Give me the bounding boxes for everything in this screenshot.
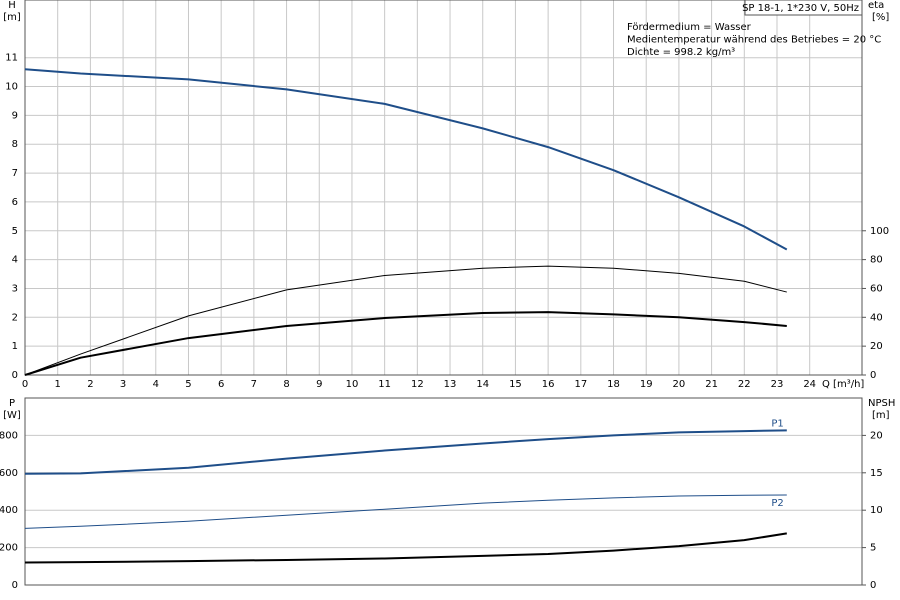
- x-tick-label: 21: [705, 379, 718, 390]
- y-tick-label: 800: [0, 430, 18, 441]
- x-tick-label: 18: [607, 379, 620, 390]
- annotation: Medientemperatur während des Betriebes =…: [627, 35, 881, 46]
- x-tick-label: 10: [346, 379, 359, 390]
- x-tick-label: 22: [738, 379, 751, 390]
- y-tick-label: 5: [12, 226, 18, 237]
- y-tick-label: 400: [0, 505, 18, 516]
- x-tick-label: 20: [673, 379, 686, 390]
- x-tick-label: 7: [251, 379, 257, 390]
- data-line: [24, 311, 787, 376]
- y2-tick-label: 15: [870, 468, 883, 479]
- y2-tick-label: 0: [870, 580, 876, 591]
- data-line: [24, 429, 787, 475]
- plot-frame: [24, 397, 863, 586]
- y2-axis-label: NPSH: [868, 398, 895, 409]
- y-axis-label: H: [8, 0, 16, 11]
- y-axis-label: P: [9, 398, 15, 409]
- x-tick-label: 13: [444, 379, 457, 390]
- x-tick-label: 4: [153, 379, 159, 390]
- x-tick-label: 1: [55, 379, 61, 390]
- plot-frame: [24, 0, 863, 376]
- y2-tick-label: 40: [870, 312, 883, 323]
- y-tick-label: 6: [12, 197, 18, 208]
- y-axis-unit: [W]: [3, 410, 21, 421]
- x-tick-label: 0: [22, 379, 28, 390]
- annotation: Fördermedium = Wasser: [627, 22, 752, 33]
- x-tick-label: 23: [771, 379, 784, 390]
- x-tick-label: 17: [574, 379, 587, 390]
- y2-tick-label: 80: [870, 255, 883, 266]
- y-tick-label: 10: [5, 82, 18, 93]
- x-tick-label: 12: [411, 379, 424, 390]
- x-tick-label: 16: [542, 379, 555, 390]
- y2-axis-unit: [m]: [872, 410, 890, 421]
- x-tick-label: 5: [185, 379, 191, 390]
- y2-tick-label: 20: [870, 341, 883, 352]
- x-axis-label: Q [m³/h]: [822, 379, 864, 390]
- y2-tick-label: 5: [870, 543, 876, 554]
- y-tick-label: 11: [5, 53, 18, 64]
- y2-tick-label: 0: [870, 370, 876, 381]
- x-tick-label: 14: [476, 379, 489, 390]
- y-tick-label: 9: [12, 110, 18, 121]
- x-tick-label: 24: [803, 379, 816, 390]
- y2-tick-label: 20: [870, 430, 883, 441]
- y-tick-label: 2: [12, 312, 18, 323]
- series-label: P2: [771, 498, 783, 509]
- y-tick-label: 7: [12, 168, 18, 179]
- x-tick-label: 2: [87, 379, 93, 390]
- y2-axis-label: eta: [868, 0, 884, 11]
- annotation: Dichte = 998.2 kg/m³: [627, 47, 735, 58]
- title-box: [744, 0, 863, 16]
- data-line: [24, 494, 787, 529]
- data-line: [24, 265, 787, 376]
- y-tick-label: 200: [0, 543, 18, 554]
- x-tick-label: 19: [640, 379, 653, 390]
- y2-tick-label: 60: [870, 283, 883, 294]
- x-tick-label: 6: [218, 379, 224, 390]
- data-line: [24, 532, 787, 564]
- x-tick-label: 8: [283, 379, 289, 390]
- x-tick-label: 9: [316, 379, 322, 390]
- y-tick-label: 0: [12, 580, 18, 591]
- series-label: P1: [771, 418, 783, 429]
- y2-tick-label: 100: [870, 226, 889, 237]
- y-tick-label: 0: [12, 370, 18, 381]
- y-tick-label: 1: [12, 341, 18, 352]
- y-tick-label: 600: [0, 468, 18, 479]
- chart-title: SP 18-1, 1*230 V, 50Hz: [742, 3, 859, 14]
- y-tick-label: 8: [12, 139, 18, 150]
- y-axis-unit: [m]: [3, 12, 21, 23]
- y2-axis-unit: [%]: [872, 12, 889, 23]
- x-tick-label: 3: [120, 379, 126, 390]
- data-line: [24, 68, 788, 251]
- x-tick-label: 15: [509, 379, 522, 390]
- y-tick-label: 4: [12, 255, 18, 266]
- x-tick-label: 11: [378, 379, 391, 390]
- y-tick-label: 3: [12, 283, 18, 294]
- y2-tick-label: 10: [870, 505, 883, 516]
